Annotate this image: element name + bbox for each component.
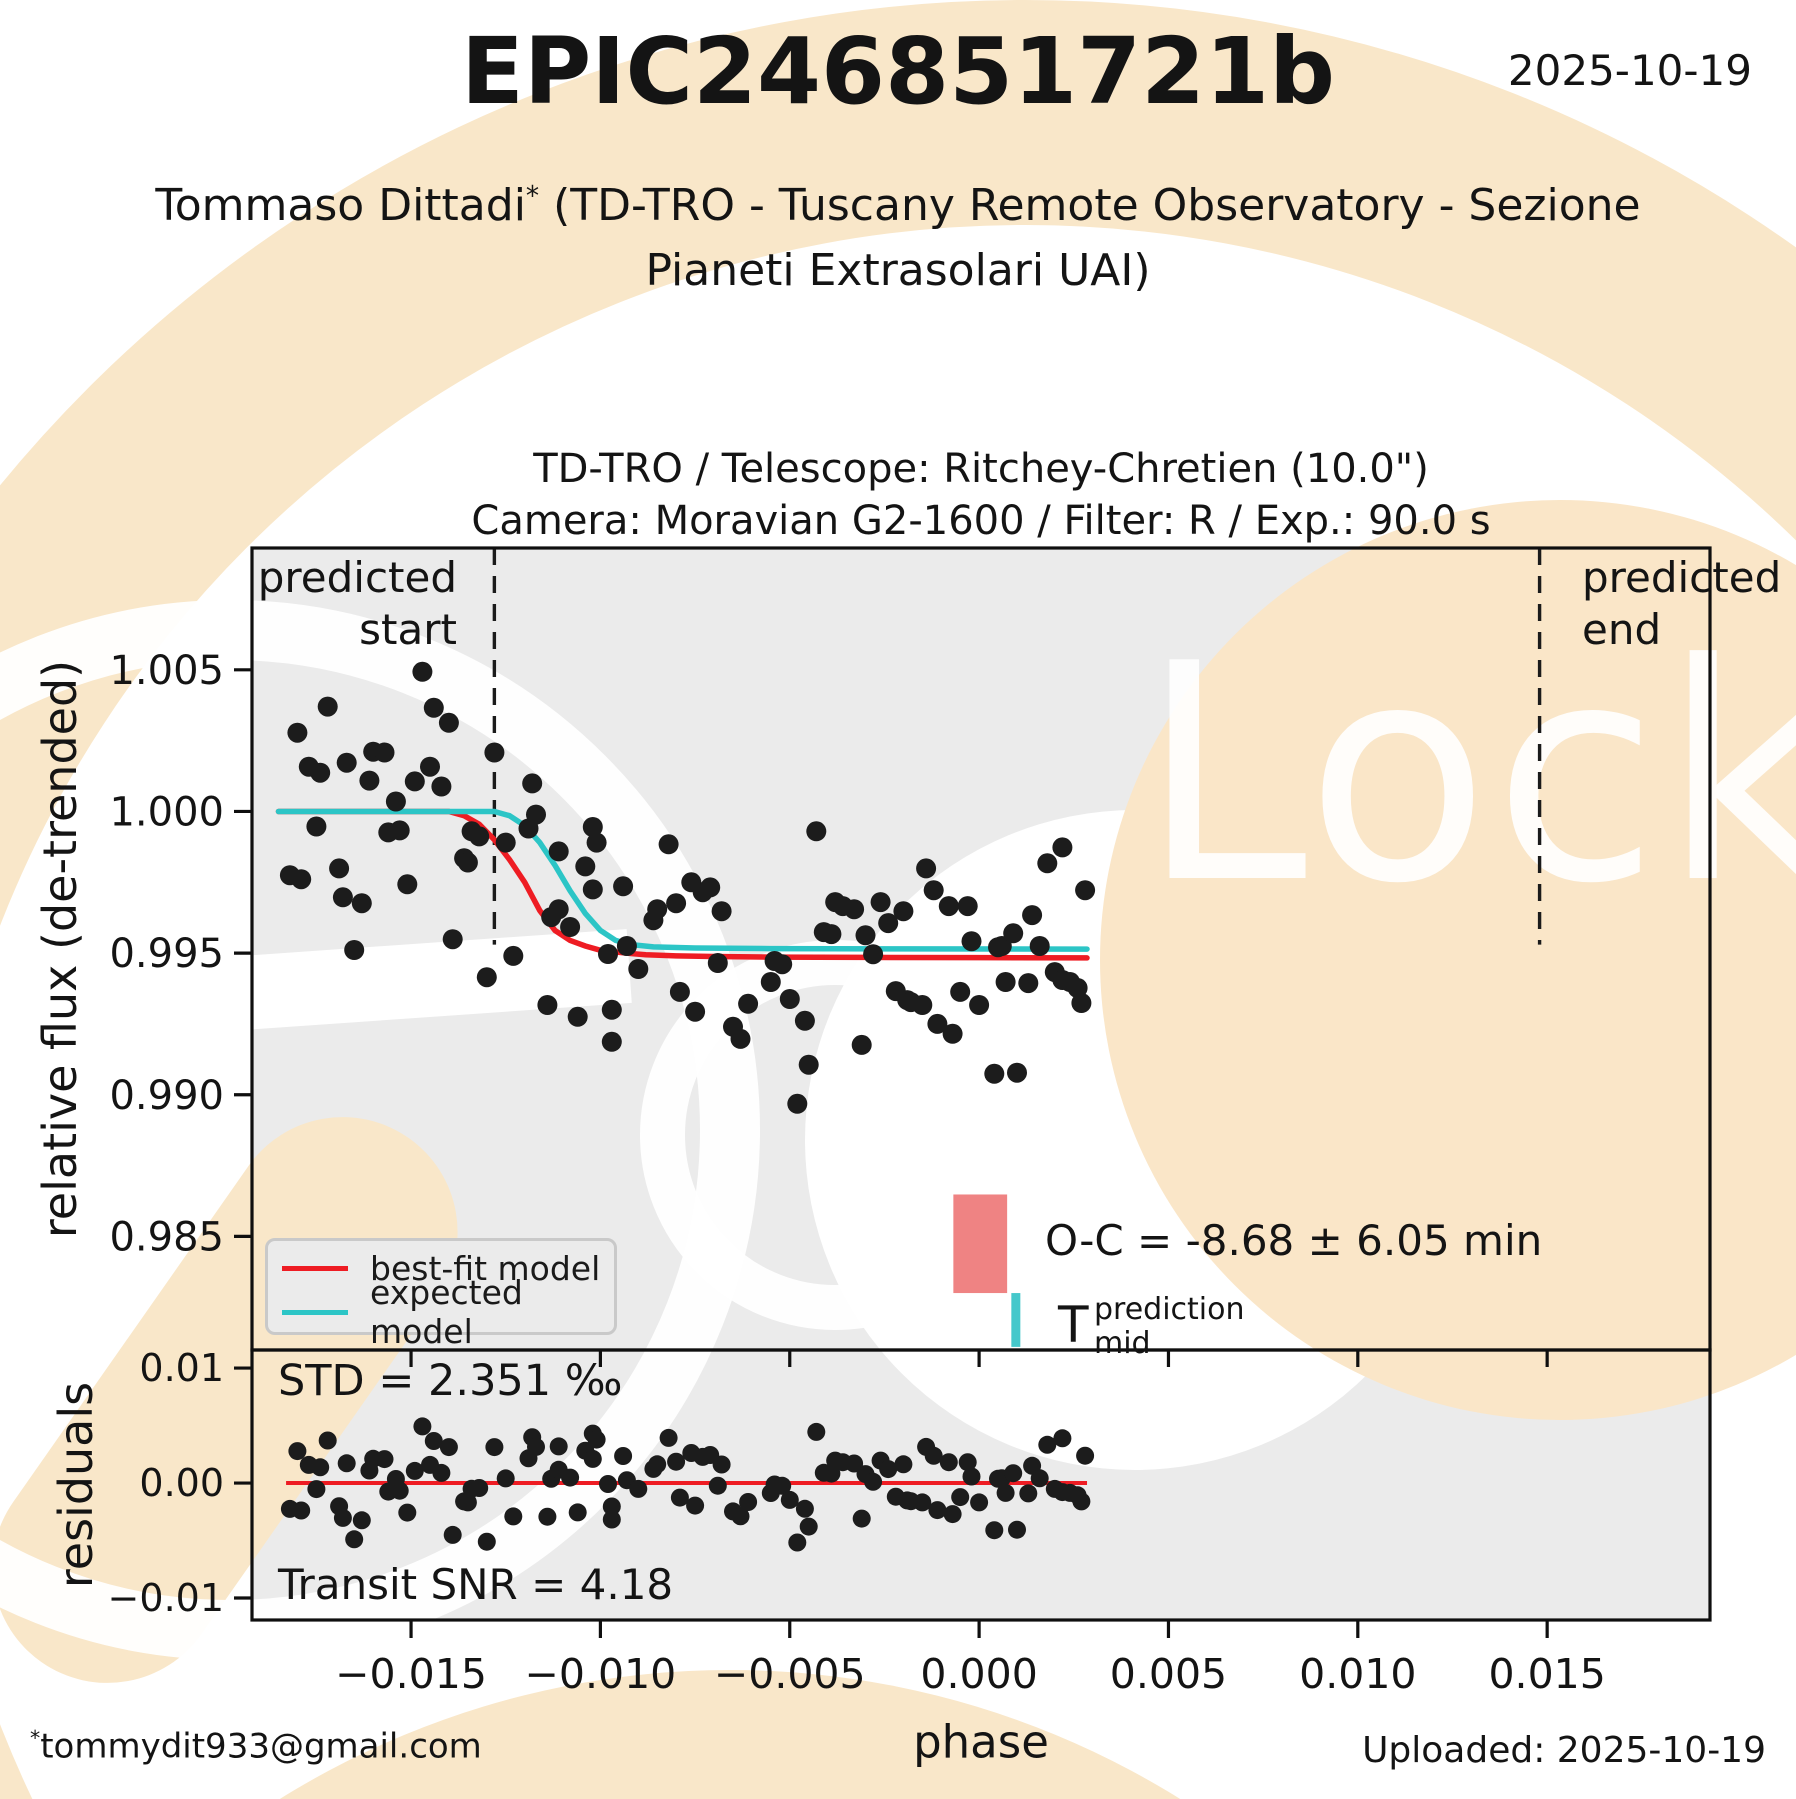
tmid-subscript: mid xyxy=(1094,1326,1151,1361)
footnote-email-text: tommydit933@gmail.com xyxy=(40,1726,482,1767)
footnote-star: * xyxy=(30,1726,41,1750)
svg-text:1.005: 1.005 xyxy=(109,648,224,694)
snr-annotation: Transit SNR = 4.18 xyxy=(278,1560,674,1609)
expected-line-swatch xyxy=(282,1309,348,1315)
svg-text:0.990: 0.990 xyxy=(109,1073,224,1119)
std-annotation: STD = 2.351 ‰ xyxy=(278,1356,623,1406)
observer-footnote-star: * xyxy=(525,180,540,212)
predicted-start-line1: predicted xyxy=(257,553,457,602)
legend: best-fit model expected model xyxy=(265,1238,617,1351)
svg-text:−0.015: −0.015 xyxy=(335,1650,487,1698)
residual-y-axis-label: residuals xyxy=(49,1381,103,1589)
telescope-subtitle-line2: Camera: Moravian G2-1600 / Filter: R / E… xyxy=(471,498,1491,544)
tmid-superscript: prediction xyxy=(1094,1292,1245,1327)
predicted-start-label: predicted start xyxy=(255,552,457,656)
page-title: EPIC246851721b xyxy=(461,18,1335,125)
telescope-subtitle-line1: TD-TRO / Telescope: Ritchey-Chretien (10… xyxy=(533,446,1429,492)
legend-label-expected: expected model xyxy=(370,1273,523,1351)
svg-text:−0.010: −0.010 xyxy=(525,1650,677,1698)
svg-text:1.000: 1.000 xyxy=(109,789,224,835)
tmid-base: T xyxy=(1058,1296,1089,1354)
svg-text:0.015: 0.015 xyxy=(1488,1650,1605,1698)
main-y-axis-label: relative flux (de-trended) xyxy=(33,659,87,1239)
uploaded-date: Uploaded: 2025-10-19 xyxy=(1362,1730,1766,1771)
report-date: 2025-10-19 xyxy=(1507,46,1752,95)
observer-affiliation: (TD-TRO - Tuscany Remote Observatory - S… xyxy=(539,180,1641,231)
svg-text:0.000: 0.000 xyxy=(920,1650,1037,1698)
legend-item-expected: expected model xyxy=(268,1273,614,1351)
predicted-start-line2: start xyxy=(359,605,457,654)
oc-annotation: O-C = -8.68 ± 6.05 min xyxy=(1045,1216,1543,1265)
svg-text:0.010: 0.010 xyxy=(1299,1650,1416,1698)
observer-line2: Pianeti Extrasolari UAI) xyxy=(645,245,1151,296)
observer-name: Tommaso Dittadi xyxy=(155,180,526,231)
x-axis-label: phase xyxy=(913,1715,1049,1769)
legend-label-best-fit: best-fit model xyxy=(370,1248,601,1288)
svg-text:0.005: 0.005 xyxy=(1110,1650,1227,1698)
observer-line1: Tommaso Dittadi* (TD-TRO - Tuscany Remot… xyxy=(0,180,1796,231)
best-fit-line-swatch xyxy=(282,1265,348,1271)
predicted-end-line2: end xyxy=(1582,605,1662,654)
svg-text:−0.005: −0.005 xyxy=(714,1650,866,1698)
predicted-end-label: predicted end xyxy=(1582,552,1781,656)
footnote-email: *tommydit933@gmail.com xyxy=(30,1726,482,1766)
predicted-end-line1: predicted xyxy=(1582,553,1782,602)
legend-item-best-fit: best-fit model xyxy=(268,1246,614,1290)
